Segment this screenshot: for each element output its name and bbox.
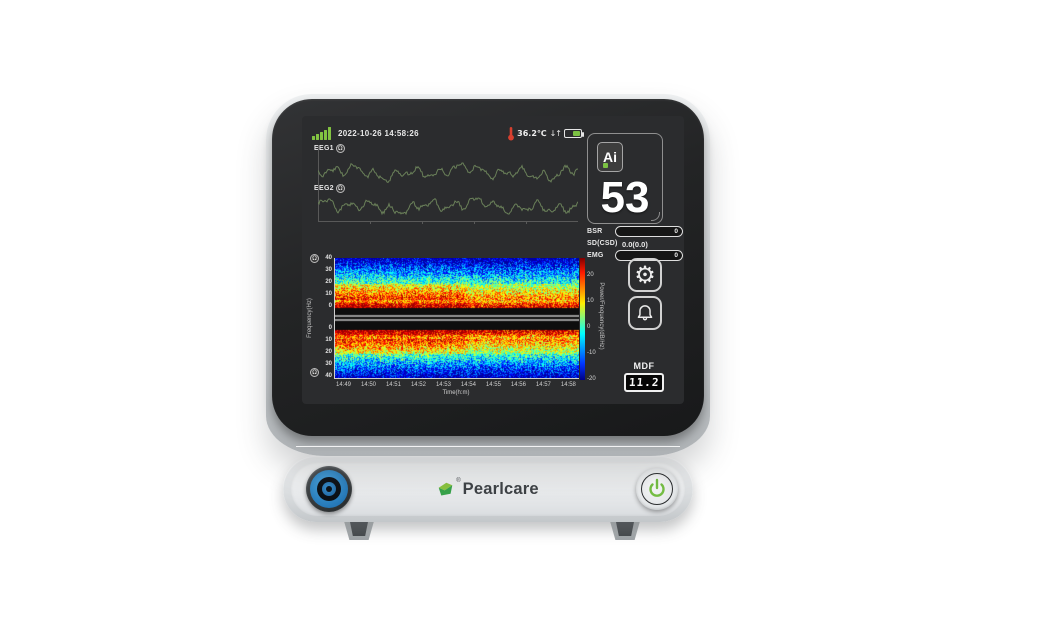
emg-bar: 0 <box>615 250 683 261</box>
tick-label: 14:53 <box>435 382 451 388</box>
emg-label: EMG <box>587 252 604 259</box>
tick-label: 20 <box>587 272 594 278</box>
status-bar: 2022-10-26 14:58:26 36.2℃ ↓↑ <box>312 125 584 141</box>
eeg2-trace <box>318 197 578 216</box>
front-panel-face <box>291 462 685 516</box>
tick-label: -10 <box>587 350 596 356</box>
tick-label: 0 <box>328 303 332 309</box>
tick-label: 40 <box>325 373 332 379</box>
ai-index-panel[interactable]: Ai 53 <box>587 133 663 224</box>
eeg-axis-tick <box>422 221 423 224</box>
spectrogram-xticks: 14:49 14:50 14:51 14:52 14:53 14:54 14:55 14:56… <box>334 382 578 388</box>
ai-logo-text: Ai <box>603 149 617 165</box>
channel-marker-icon: Ω <box>310 254 319 263</box>
tick-label: 14:55 <box>485 382 501 388</box>
emg-value: 0 <box>674 252 678 259</box>
power-icon <box>649 478 665 497</box>
colorbar <box>580 258 585 380</box>
spectrogram-yticks-top: 40 30 20 10 0 <box>319 255 332 309</box>
depth-index-value: 53 <box>600 173 650 222</box>
spectrogram-ylabel: Frequency(Hz) <box>307 298 313 338</box>
tick-label: 14:56 <box>510 382 526 388</box>
impedance-icon: Ω <box>335 184 345 193</box>
spectrogram-xlabel: Time(h:m) <box>442 390 470 396</box>
battery-icon <box>564 128 584 138</box>
eeg-axis-hline <box>318 221 578 222</box>
sd-csd-label: SD(CSD) <box>587 240 618 247</box>
ai-logo-icon: Ai <box>597 142 623 172</box>
sd-csd-value: 0.0(0.0) <box>622 240 648 249</box>
tick-label: 0 <box>587 324 591 330</box>
leaf-icon <box>438 482 453 495</box>
registered-mark: ® <box>456 478 461 484</box>
tick-label: 14:58 <box>560 382 576 388</box>
bsr-bar: 0 <box>615 226 683 237</box>
gear-icon: ⚙ <box>634 261 656 289</box>
mdf-value: 11.2 <box>628 376 660 389</box>
tick-label: 30 <box>325 267 332 273</box>
tick-label: 10 <box>587 298 594 304</box>
status-datetime: 2022-10-26 14:58:26 <box>338 128 419 138</box>
tick-label: 14:54 <box>460 382 476 388</box>
rotary-knob[interactable] <box>306 466 352 512</box>
colorbar-ticks: 20 10 0 -10 -20 <box>587 272 596 382</box>
tick-label: 10 <box>325 337 332 343</box>
tick-label: 20 <box>325 279 332 285</box>
eeg-axis-tick <box>526 221 527 224</box>
tick-label: 14:57 <box>535 382 551 388</box>
status-right-group: 36.2℃ ↓↑ <box>507 126 584 141</box>
eeg2-channel-label: EEG2 Ω <box>314 184 345 193</box>
tick-label: 0 <box>328 325 332 331</box>
eeg-axis-tick <box>474 221 475 224</box>
tick-label: 20 <box>325 349 332 355</box>
spectrogram-yticks-bottom: 0 10 20 30 40 <box>319 325 332 379</box>
bell-icon <box>637 305 653 321</box>
eeg1-channel-label: EEG1 Ω <box>314 144 345 153</box>
power-button[interactable] <box>636 468 678 510</box>
tick-label: 14:49 <box>336 382 352 388</box>
brand-logo: ® Pearlcare <box>283 477 693 501</box>
tick-label: 14:50 <box>360 382 376 388</box>
eeg-axis-vline <box>318 146 319 221</box>
eeg-axis-tick <box>370 221 371 224</box>
bsr-label: BSR <box>587 228 603 235</box>
power-button-ring <box>641 473 673 505</box>
tick-label: 14:52 <box>410 382 426 388</box>
mdf-display: 11.2 <box>624 373 664 392</box>
tick-label: -20 <box>587 376 596 382</box>
tick-label: 10 <box>325 291 332 297</box>
impedance-icon: Ω <box>335 144 345 153</box>
tick-label: 30 <box>325 361 332 367</box>
brand-name: Pearlcare <box>462 479 539 498</box>
knob-center-dot <box>326 486 332 492</box>
tick-label: 40 <box>325 255 332 261</box>
signal-strength-icon <box>312 126 331 140</box>
channel-marker-icon: Ω <box>310 368 319 377</box>
alarm-button[interactable] <box>628 296 662 330</box>
thermometer-icon <box>508 126 515 140</box>
settings-button[interactable]: ⚙ <box>628 258 662 292</box>
monitor-screen: 2022-10-26 14:58:26 36.2℃ ↓↑ EEG1 Ω <box>302 116 684 404</box>
tick-label: 14:51 <box>385 382 401 388</box>
mdf-label: MDF <box>633 361 655 371</box>
temperature-value: 36.2℃ <box>517 128 547 138</box>
bsr-value: 0 <box>674 228 678 235</box>
sync-arrows-icon: ↓↑ <box>549 128 562 138</box>
monitor-head: 2022-10-26 14:58:26 36.2℃ ↓↑ EEG1 Ω <box>266 94 710 456</box>
spectrogram-heatmap <box>334 258 579 379</box>
monitor-bezel: 2022-10-26 14:58:26 36.2℃ ↓↑ EEG1 Ω <box>272 99 704 436</box>
eeg1-trace <box>318 162 578 184</box>
front-panel: ® Pearlcare <box>283 456 693 522</box>
colorbar-label: Power/Frequency(dB/Hz) <box>598 282 604 350</box>
eeg-waveforms <box>318 162 578 216</box>
eeg1-label-text: EEG1 <box>314 145 334 152</box>
eeg2-label-text: EEG2 <box>314 185 334 192</box>
